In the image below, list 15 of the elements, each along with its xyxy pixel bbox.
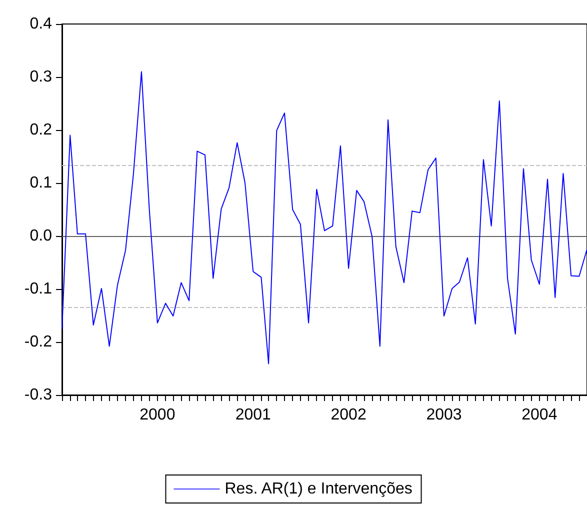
y-tick-label: 0.4 — [30, 16, 52, 32]
y-tick-label: 0.2 — [30, 122, 52, 138]
x-tick-label: 2000 — [140, 406, 176, 424]
x-tick-label: 2003 — [426, 406, 462, 424]
y-tick-label: 0.1 — [30, 174, 52, 192]
line-series — [62, 71, 587, 364]
x-tick-label: 2002 — [330, 406, 366, 424]
y-tick-label: 0.3 — [30, 68, 52, 86]
legend-label: Res. AR(1) e Intervenções — [224, 480, 412, 498]
x-tick-label: 2004 — [522, 406, 558, 424]
y-tick-label: -0.3 — [24, 386, 52, 404]
y-tick-label: -0.2 — [24, 334, 52, 350]
y-tick-label: -0.1 — [24, 280, 52, 298]
x-tick-label: 2001 — [235, 406, 272, 424]
y-tick-label: 0.0 — [30, 228, 52, 244]
